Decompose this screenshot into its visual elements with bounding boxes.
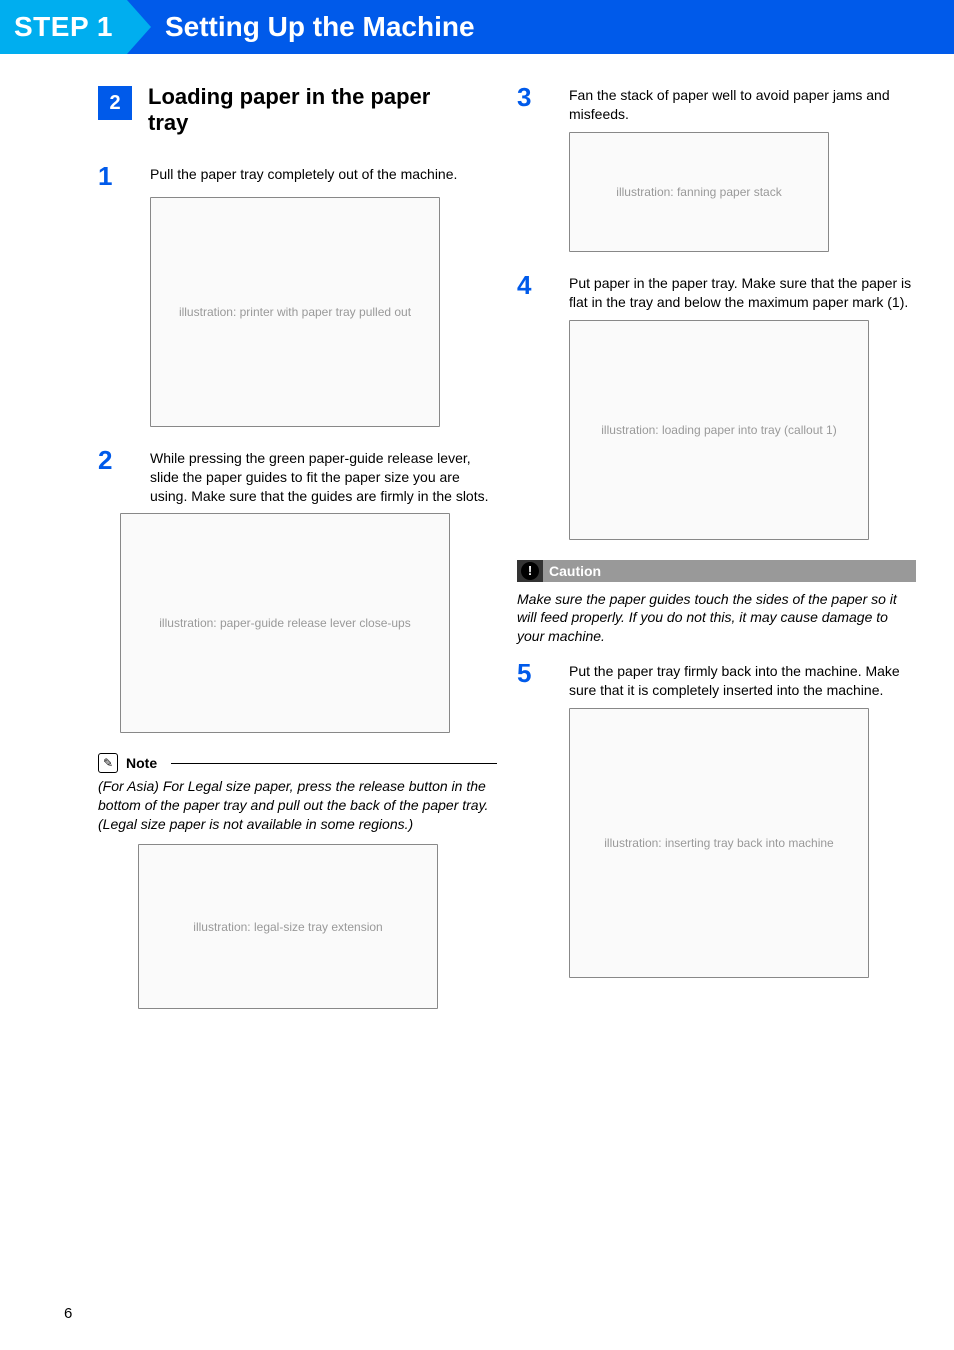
step-1: 1 Pull the paper tray completely out of … (98, 163, 497, 189)
step-5: 5 Put the paper tray firmly back into th… (517, 660, 916, 700)
note-icon: ✎ (98, 753, 118, 773)
page-number: 6 (64, 1305, 72, 1322)
step-5-text: Put the paper tray firmly back into the … (569, 660, 916, 700)
page-body: 2 Loading paper in the paper tray 1 Pull… (0, 54, 954, 1029)
step-badge: STEP 1 (0, 0, 127, 54)
caution-body: Make sure the paper guides touch the sid… (517, 590, 916, 647)
right-column: 3 Fan the stack of paper well to avoid p… (517, 84, 916, 1029)
step-4-number: 4 (517, 272, 547, 312)
caution-label: Caution (549, 563, 601, 579)
illustration-step-4: illustration: loading paper into tray (c… (569, 320, 869, 540)
caution-bar: ! Caution (517, 560, 916, 582)
note-body: (For Asia) For Legal size paper, press t… (98, 777, 497, 834)
step-2-number: 2 (98, 447, 128, 506)
illustration-step-2: illustration: paper-guide release lever … (120, 513, 450, 733)
page-title: Setting Up the Machine (151, 0, 475, 54)
note-divider (171, 763, 497, 764)
illustration-note: illustration: legal-size tray extension (138, 844, 438, 1009)
step-label: STEP 1 (14, 11, 113, 43)
step-3-text: Fan the stack of paper well to avoid pap… (569, 84, 916, 124)
note-header: ✎ Note (98, 753, 497, 773)
section-number-badge: 2 (98, 86, 132, 120)
step-1-number: 1 (98, 163, 128, 189)
step-4: 4 Put paper in the paper tray. Make sure… (517, 272, 916, 312)
page-header: STEP 1 Setting Up the Machine (0, 0, 954, 54)
step-4-text: Put paper in the paper tray. Make sure t… (569, 272, 916, 312)
note-label: Note (126, 755, 157, 771)
step-1-text: Pull the paper tray completely out of th… (150, 163, 457, 189)
step-2-text: While pressing the green paper-guide rel… (150, 447, 497, 506)
illustration-step-5: illustration: inserting tray back into m… (569, 708, 869, 978)
step-5-number: 5 (517, 660, 547, 700)
illustration-step-3: illustration: fanning paper stack (569, 132, 829, 252)
caution-icon: ! (521, 562, 539, 580)
section-title: Loading paper in the paper tray (148, 84, 448, 137)
illustration-step-1: illustration: printer with paper tray pu… (150, 197, 440, 427)
step-2: 2 While pressing the green paper-guide r… (98, 447, 497, 506)
step-3-number: 3 (517, 84, 547, 124)
step-badge-arrow (127, 0, 151, 54)
section-header: 2 Loading paper in the paper tray (98, 84, 497, 137)
left-column: 2 Loading paper in the paper tray 1 Pull… (98, 84, 497, 1029)
step-3: 3 Fan the stack of paper well to avoid p… (517, 84, 916, 124)
